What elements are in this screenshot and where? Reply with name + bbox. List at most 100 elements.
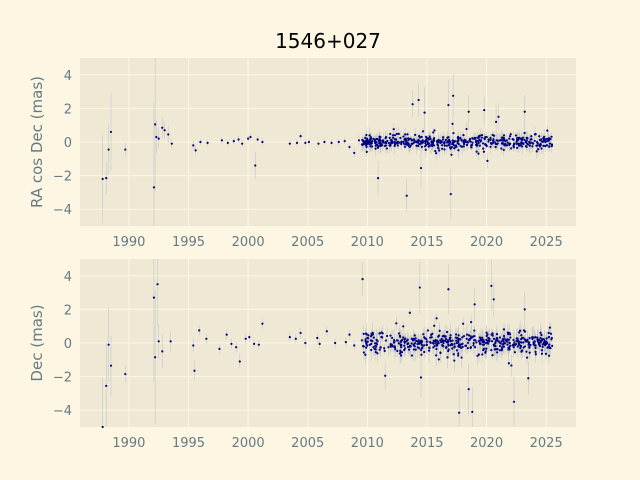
ra-data-point — [459, 136, 462, 139]
ra-data-point — [370, 140, 373, 143]
dec-data-point — [500, 347, 504, 350]
dec-data-point — [374, 350, 377, 354]
dec-data-point — [523, 308, 526, 311]
ra-data-point — [437, 144, 440, 147]
dec-data-point — [235, 346, 238, 349]
dec-data-point — [430, 336, 433, 339]
ra-data-point — [456, 141, 459, 145]
ra-data-point — [410, 142, 413, 145]
dec-data-point — [509, 336, 512, 339]
dec-data-point — [437, 342, 440, 345]
dec-data-point — [547, 335, 551, 339]
dec-data-point — [366, 344, 369, 347]
dec-y-tick-label: 2 — [64, 303, 72, 318]
ra-data-point — [393, 134, 397, 137]
ra-data-point — [424, 140, 427, 143]
dec-data-point — [368, 343, 371, 347]
dec-data-point — [225, 333, 228, 336]
dec-data-point — [157, 340, 160, 343]
ra-data-point — [465, 143, 469, 146]
ra-data-point — [460, 145, 464, 148]
ra-data-point — [494, 142, 498, 146]
ra-data-point — [515, 142, 518, 145]
dec-data-point — [445, 345, 448, 349]
ra-data-point — [525, 139, 528, 142]
dec-data-point — [520, 341, 523, 344]
ra-data-point — [408, 137, 411, 141]
dec-data-point — [402, 325, 405, 328]
dec-data-point — [375, 338, 378, 342]
dec-data-point — [477, 353, 480, 356]
ra-data-point — [412, 141, 415, 145]
ra-data-point — [433, 144, 436, 147]
ra-data-point — [528, 144, 531, 147]
dec-data-point — [487, 336, 490, 340]
ra-data-point — [440, 144, 444, 147]
dec-data-point — [551, 344, 554, 347]
ra-data-point — [420, 145, 423, 149]
ra-data-point — [395, 132, 398, 135]
dec-data-point — [414, 337, 417, 340]
ra-data-point — [538, 143, 541, 147]
dec-data-point — [400, 346, 403, 349]
ra-data-point — [456, 135, 460, 139]
dec-data-point — [528, 345, 531, 348]
ra-data-point — [365, 139, 368, 142]
ra-data-point — [365, 142, 368, 146]
dec-data-point — [362, 345, 365, 348]
ra-data-point — [474, 140, 478, 144]
ra-data-point — [523, 110, 526, 113]
dec-data-point — [512, 346, 515, 349]
dec-y-tick-label: −4 — [53, 404, 72, 419]
ra-x-tick-label: 1990 — [112, 235, 145, 250]
dec-data-point — [448, 338, 451, 341]
ra-data-point — [369, 145, 372, 148]
ra-data-point — [545, 137, 549, 141]
dec-data-point — [539, 336, 542, 340]
dec-data-point — [434, 340, 437, 344]
ra-data-point — [511, 137, 514, 141]
dec-data-point — [491, 354, 494, 357]
dec-data-point — [396, 339, 399, 342]
ra-data-point — [307, 140, 311, 144]
ra-data-point — [452, 94, 455, 97]
dec-data-point — [453, 342, 456, 345]
ra-data-point — [380, 142, 383, 146]
ra-data-point — [337, 140, 340, 144]
dec-data-point — [520, 334, 523, 337]
ra-data-point — [418, 142, 421, 146]
ra-data-point — [261, 140, 264, 144]
ra-data-point — [482, 150, 486, 153]
ra-data-point — [495, 139, 498, 142]
dec-data-point — [353, 344, 356, 347]
dec-data-point — [485, 338, 488, 342]
ra-data-point — [232, 140, 235, 143]
dec-data-point — [536, 336, 539, 339]
dec-data-point — [399, 351, 402, 354]
dec-data-point — [445, 330, 449, 334]
dec-data-point — [161, 350, 164, 353]
ra-data-point — [348, 145, 351, 149]
ra-data-point — [448, 141, 452, 144]
ra-data-point — [467, 141, 470, 144]
ra-data-point — [194, 149, 197, 152]
dec-data-point — [420, 353, 423, 356]
ra-data-point — [535, 144, 538, 147]
ra-data-point — [481, 142, 485, 145]
dec-data-point — [397, 332, 401, 335]
dec-data-point — [419, 376, 423, 379]
ra-data-point — [548, 137, 551, 140]
ra-data-point — [428, 135, 431, 138]
dec-data-point — [548, 343, 551, 346]
ra-data-point — [378, 140, 381, 143]
ra-data-point — [376, 146, 380, 149]
dec-data-point — [413, 338, 416, 341]
ra-data-point — [434, 149, 437, 153]
ra-data-point — [152, 186, 156, 189]
dec-data-point — [238, 360, 241, 363]
dec-data-point — [457, 334, 460, 337]
ra-x-tick-label: 2015 — [410, 235, 443, 250]
dec-data-point — [408, 311, 411, 314]
dec-data-point — [364, 338, 367, 341]
dec-y-tick-label: 4 — [64, 270, 72, 285]
